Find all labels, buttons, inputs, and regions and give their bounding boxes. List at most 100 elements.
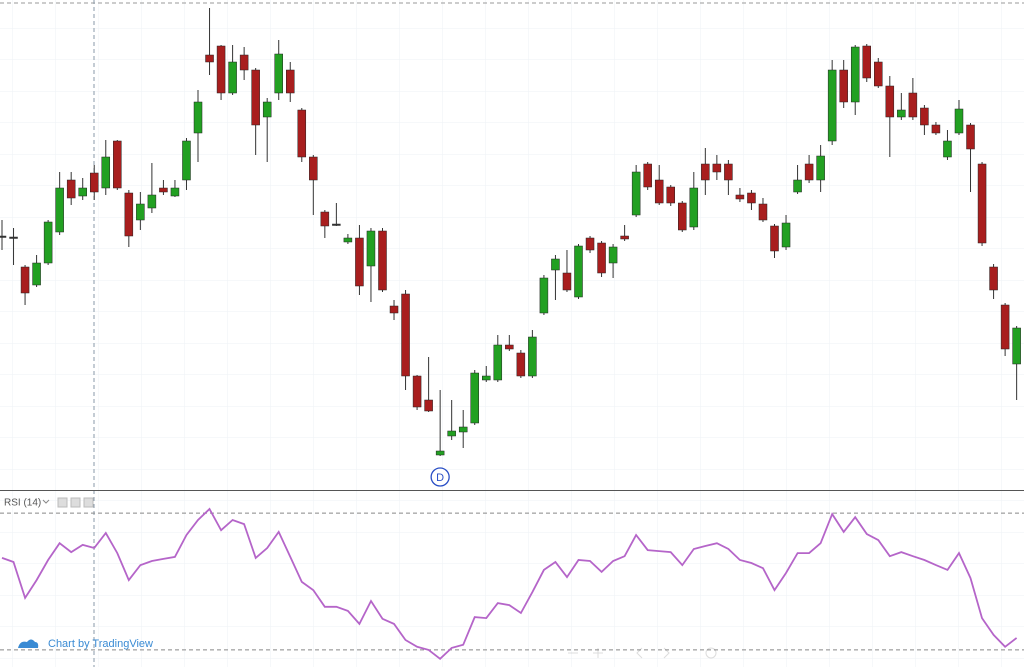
candle-body: [701, 163, 710, 181]
candle-body: [528, 336, 537, 377]
candle-body: [366, 230, 376, 267]
rsi-grid: [0, 491, 1024, 667]
candle-body: [343, 237, 353, 243]
candle-body: [551, 258, 560, 271]
candle-body: [216, 45, 226, 94]
candle-body: [631, 171, 641, 216]
candle-body: [977, 163, 987, 244]
candle-body: [412, 375, 422, 408]
candle-body: [643, 163, 652, 188]
candle-body: [574, 245, 583, 298]
candle-body: [286, 69, 295, 94]
candle-body: [101, 156, 111, 189]
logo: [18, 639, 39, 648]
candle-body: [954, 108, 964, 134]
candle-body: [262, 101, 272, 118]
candle-body: [850, 46, 860, 103]
credit[interactable]: Chart by TradingView: [48, 638, 153, 650]
candle-body: [1012, 327, 1021, 365]
candle-body: [170, 187, 180, 197]
candle-body: [562, 272, 572, 291]
candle-body: [332, 223, 341, 226]
candle-body: [689, 187, 699, 228]
rsi-line: [1, 507, 1018, 660]
candle-body: [862, 45, 871, 79]
candle-body: [309, 156, 318, 181]
candle-body: [781, 222, 791, 248]
candle-body: [136, 203, 145, 221]
candle-body: [1000, 304, 1010, 350]
candle-body: [989, 266, 998, 291]
candle-body: [804, 163, 814, 181]
candle-body: [401, 293, 410, 377]
candle-body: [654, 179, 664, 204]
rsi-button[interactable]: [70, 497, 81, 508]
candle-body: [827, 69, 837, 142]
candle-body: [228, 61, 237, 94]
candle-body: [585, 237, 595, 251]
candle-body: [735, 194, 745, 200]
candle-body: [0, 235, 7, 238]
candle-body: [493, 344, 503, 381]
candle-body: [885, 85, 895, 118]
candle-body: [55, 187, 64, 233]
candle-body: [297, 109, 307, 158]
candle-body: [78, 187, 87, 197]
candle-body: [931, 124, 941, 134]
candle-body: [597, 242, 606, 274]
candle-body: [816, 155, 825, 181]
candle-body: [793, 179, 802, 193]
candle-body: [447, 430, 456, 437]
candle-body: [470, 372, 479, 424]
candle-body: [897, 109, 906, 118]
candle-body: [9, 236, 18, 239]
candle-body: [747, 192, 756, 204]
candle-body: [712, 163, 722, 173]
candle-body: [758, 203, 768, 221]
candle-body: [378, 230, 387, 291]
candle-body: [966, 124, 975, 150]
candle-body: [389, 305, 399, 314]
candle-body: [943, 140, 952, 158]
candle-body: [113, 140, 122, 189]
candle-body: [193, 101, 203, 134]
candle-body: [251, 69, 260, 126]
rsi-button[interactable]: [83, 497, 94, 508]
candle-body: [66, 179, 76, 199]
candle-body: [539, 277, 549, 314]
candle-body: [505, 344, 514, 350]
candle-body: [908, 92, 918, 118]
candle-body: [147, 194, 157, 209]
candle-body: [89, 172, 99, 193]
candle-body: [482, 375, 491, 381]
candle-body: [516, 352, 526, 377]
candle-body: [239, 54, 249, 71]
candle-body: [274, 53, 283, 94]
candle-body: [839, 69, 848, 103]
toolbar: [568, 647, 717, 659]
candle-body: [159, 187, 168, 193]
dropdown[interactable]: [42, 499, 50, 504]
candle-body: [435, 450, 445, 456]
candle-body: [458, 426, 468, 433]
candle-body: [666, 186, 675, 204]
candle-body: [874, 61, 883, 87]
candle-body: [770, 225, 779, 252]
marker-label: D: [436, 472, 444, 484]
candle-body: [43, 221, 53, 264]
rsi-title: RSI (14): [4, 498, 41, 509]
candle-body: [124, 192, 134, 237]
candle-body: [32, 262, 41, 286]
candle-body: [620, 235, 629, 240]
candle-body: [920, 107, 929, 126]
candle-body: [320, 211, 330, 227]
candle-body: [724, 163, 733, 181]
candle-body: [355, 237, 364, 287]
rsi-button[interactable]: [57, 497, 68, 508]
candle-body: [20, 266, 30, 294]
candle-body: [424, 399, 433, 412]
candle-body: [182, 140, 191, 181]
candle-body: [608, 246, 618, 264]
candle-body: [205, 54, 214, 63]
